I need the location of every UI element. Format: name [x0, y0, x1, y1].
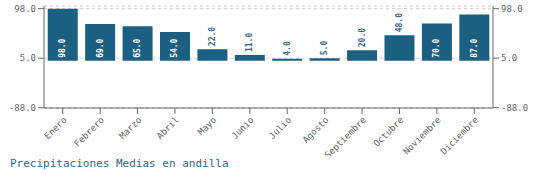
svg-text:98.0: 98.0: [14, 4, 36, 14]
svg-text:5.0: 5.0: [320, 41, 329, 56]
svg-text:Diciembre: Diciembre: [439, 115, 481, 156]
svg-text:Marzo: Marzo: [117, 115, 143, 141]
svg-text:65.0: 65.0: [133, 38, 142, 57]
svg-text:Septiembre: Septiembre: [323, 115, 368, 156]
svg-text:Abril: Abril: [155, 115, 181, 141]
svg-text:Julio: Julio: [267, 115, 293, 141]
html-text:Precipitaciones Medias en andi: Precipitaciones Medias en andilla: [10, 157, 229, 170]
svg-text:98.0: 98.0: [501, 4, 523, 14]
svg-text:Junio: Junio: [229, 115, 255, 141]
svg-text:Enero: Enero: [42, 115, 68, 141]
svg-text:Agosto: Agosto: [300, 115, 330, 145]
svg-text:Febrero: Febrero: [72, 115, 106, 149]
svg-text:Noviembre: Noviembre: [401, 115, 443, 156]
svg-text:20.0: 20.0: [358, 28, 367, 47]
svg-text:5.0: 5.0: [501, 53, 517, 63]
svg-text:5.0: 5.0: [20, 53, 36, 63]
svg-text:11.0: 11.0: [245, 33, 254, 52]
svg-text:48.0: 48.0: [395, 13, 404, 32]
svg-text:-88.0: -88.0: [501, 103, 528, 113]
svg-text:-88.0: -88.0: [9, 103, 36, 113]
svg-text:4.0: 4.0: [283, 41, 292, 56]
svg-text:54.0: 54.0: [170, 38, 179, 57]
svg-text:70.0: 70.0: [432, 38, 441, 57]
svg-text:Mayo: Mayo: [196, 115, 218, 137]
svg-text:Octubre: Octubre: [371, 115, 405, 149]
svg-text:22.0: 22.0: [208, 27, 217, 46]
svg-text:87.0: 87.0: [470, 38, 479, 57]
svg-text:98.0: 98.0: [58, 38, 67, 57]
svg-text:69.0: 69.0: [96, 38, 105, 57]
